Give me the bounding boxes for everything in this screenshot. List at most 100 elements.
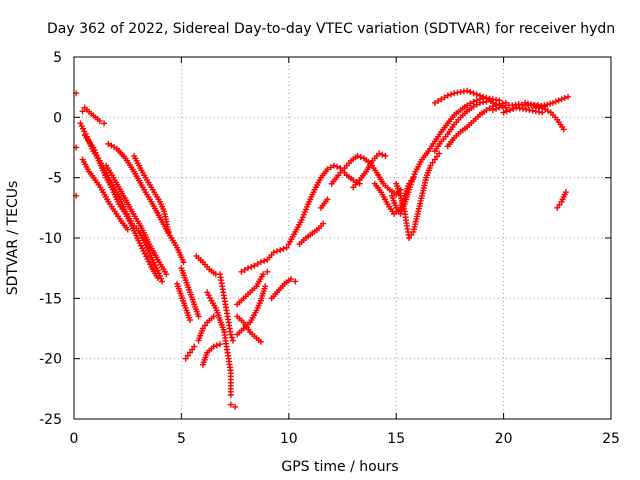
data-point: [500, 109, 507, 116]
y-tick-label: 0: [53, 110, 62, 126]
y-tick-label: -10: [39, 231, 62, 247]
data-point: [210, 343, 217, 350]
data-point: [182, 355, 189, 362]
data-point: [157, 275, 164, 282]
data-point: [376, 150, 383, 157]
data-point: [264, 268, 271, 275]
data-point: [262, 283, 269, 290]
chart-title: Day 362 of 2022, Sidereal Day-to-day VTE…: [47, 21, 615, 37]
data-point: [464, 102, 471, 109]
data-point: [165, 228, 172, 235]
data-point: [191, 343, 198, 350]
x-tick-label: 15: [387, 431, 405, 447]
data-point: [382, 152, 389, 159]
data-point: [227, 391, 234, 398]
data-point: [210, 313, 217, 320]
data-point: [499, 103, 506, 110]
data-point: [467, 88, 474, 95]
data-point: [496, 104, 503, 111]
data-point: [467, 100, 474, 107]
data-point: [277, 247, 284, 254]
data-point: [186, 317, 193, 324]
data-point: [324, 166, 331, 173]
data-point: [248, 263, 255, 270]
data-point: [227, 401, 234, 408]
data-point: [503, 108, 510, 115]
data-points: [73, 87, 572, 410]
data-point: [96, 117, 103, 124]
data-point: [232, 403, 239, 410]
data-point: [436, 150, 443, 157]
data-point: [393, 204, 400, 211]
data-point: [558, 96, 565, 103]
data-point: [163, 271, 170, 278]
data-point: [427, 162, 434, 169]
data-point: [330, 162, 337, 169]
data-point: [470, 90, 477, 97]
data-point: [561, 95, 568, 102]
data-point: [273, 248, 280, 255]
data-point: [327, 164, 334, 171]
data-point: [431, 156, 438, 163]
data-point: [217, 341, 224, 348]
data-point: [565, 93, 572, 100]
data-point: [434, 153, 441, 160]
data-point: [379, 151, 386, 158]
data-point: [486, 105, 493, 112]
data-point: [350, 177, 357, 184]
y-tick-label: -15: [39, 291, 62, 307]
data-point: [320, 220, 327, 227]
data-point: [406, 235, 413, 241]
data-point: [251, 262, 258, 269]
data-point: [527, 101, 534, 108]
data-point: [538, 103, 545, 110]
data-point: [480, 93, 487, 100]
y-tick-label: -20: [39, 352, 62, 368]
data-point: [254, 260, 261, 267]
data-point: [257, 338, 264, 345]
data-point: [227, 331, 234, 338]
y-tick-label: 5: [53, 50, 62, 66]
data-point: [324, 196, 331, 203]
data-point: [464, 87, 471, 94]
data-point: [493, 105, 500, 112]
data-point: [554, 204, 561, 211]
data-point: [241, 266, 248, 273]
data-point: [408, 231, 415, 238]
data-point: [522, 99, 529, 106]
x-tick-label: 0: [70, 431, 79, 447]
plot-frame: [73, 56, 612, 420]
data-point: [532, 104, 539, 111]
data-point: [447, 91, 454, 98]
data-point: [489, 99, 496, 106]
data-point: [238, 268, 245, 275]
data-point: [229, 337, 236, 344]
data-point: [257, 259, 264, 266]
data-point: [202, 322, 209, 329]
data-point: [283, 244, 290, 251]
data-point: [270, 249, 277, 256]
data-point: [261, 257, 268, 264]
data-point: [357, 154, 364, 161]
x-axis-title: GPS time / hours: [281, 459, 398, 475]
data-point: [79, 108, 86, 115]
data-point: [476, 92, 483, 99]
tick-labels: 0 5 10 15 20 25 -25 -20 -15 -10 -5 0 5: [39, 50, 620, 447]
data-point: [552, 98, 559, 105]
data-point: [438, 96, 445, 103]
data-point: [213, 342, 220, 349]
data-point: [547, 100, 554, 107]
y-tick-label: -25: [39, 412, 62, 428]
data-point: [556, 201, 563, 208]
y-axis-title: SDTVAR / TECUs: [5, 181, 21, 296]
data-point: [473, 101, 480, 108]
data-point: [507, 107, 514, 114]
data-point: [444, 92, 451, 99]
data-point: [101, 120, 108, 127]
data-point: [431, 99, 438, 106]
data-point: [560, 126, 567, 133]
data-point: [180, 259, 187, 266]
data-point: [189, 346, 196, 353]
